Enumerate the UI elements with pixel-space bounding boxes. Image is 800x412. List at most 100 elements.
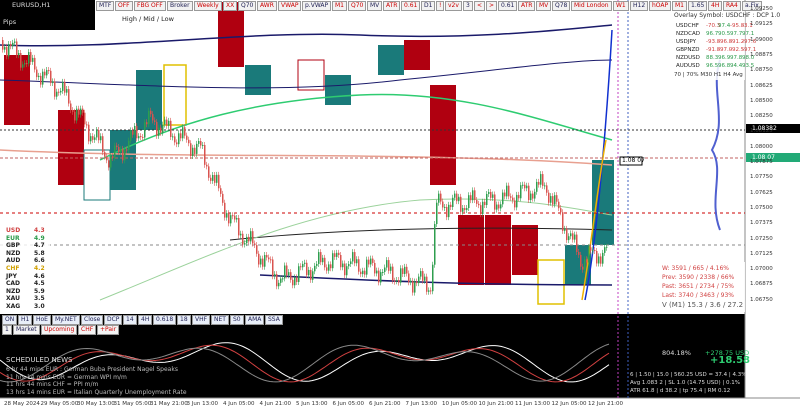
- candle-body: [454, 193, 456, 198]
- candle-body: [52, 81, 54, 84]
- candle-body: [256, 245, 258, 254]
- pane-button[interactable]: AMA: [245, 315, 265, 325]
- strength-value: 6.6: [34, 257, 45, 265]
- candle-body: [8, 43, 10, 57]
- candle-body: [200, 141, 202, 146]
- pane-button[interactable]: ON: [2, 315, 18, 325]
- pane-button[interactable]: H1: [18, 315, 33, 325]
- pane-button[interactable]: My.NET: [52, 315, 80, 325]
- toolbar-button[interactable]: Mid London: [571, 1, 612, 11]
- pane-button[interactable]: CHF: [78, 325, 97, 335]
- toolbar-button[interactable]: MV: [536, 1, 552, 11]
- candle-body: [432, 264, 434, 292]
- candle-body: [74, 111, 76, 121]
- price-label: 1.07000: [750, 266, 773, 273]
- toolbar-button[interactable]: VWAP: [278, 1, 302, 11]
- candle-body: [360, 271, 362, 275]
- toolbar-button[interactable]: Q70: [238, 1, 257, 11]
- pane-button[interactable]: 0.618: [153, 315, 177, 325]
- pane-button[interactable]: 18: [177, 315, 191, 325]
- candle-body: [106, 156, 108, 161]
- candle-body: [36, 69, 38, 78]
- candle-body: [592, 250, 594, 252]
- zone-box: [404, 40, 430, 70]
- pane-button[interactable]: Upcoming: [41, 325, 78, 335]
- toolbar-button[interactable]: Broker: [167, 1, 193, 11]
- strength-value: 5.8: [34, 249, 45, 257]
- ma-line: [0, 149, 613, 166]
- pane-button[interactable]: S0: [230, 315, 244, 325]
- candle-body: [110, 156, 112, 168]
- candle-body: [228, 213, 230, 224]
- candle-body: [326, 267, 328, 271]
- toolbar-button[interactable]: M1: [332, 1, 347, 11]
- ma-line: [0, 24, 613, 47]
- candle-body: [178, 133, 180, 145]
- candle-body: [162, 124, 164, 133]
- oscillator-line: [0, 344, 610, 383]
- overlay-cell: -91.8: [706, 47, 721, 53]
- toolbar-button[interactable]: ATR: [383, 1, 401, 11]
- toolbar-button[interactable]: v2v: [445, 1, 462, 11]
- pane-button[interactable]: SSA: [265, 315, 283, 325]
- toolbar-button[interactable]: D1: [421, 1, 436, 11]
- toolbar-button[interactable]: M1: [672, 1, 687, 11]
- toolbar-button[interactable]: Q78: [552, 1, 571, 11]
- toolbar-button[interactable]: RA4: [723, 1, 741, 11]
- toolbar-button[interactable]: 0.61: [401, 1, 421, 11]
- toolbar-button[interactable]: ATR: [518, 1, 536, 11]
- pane-button[interactable]: +Pair: [97, 325, 120, 335]
- pane-button[interactable]: NET: [211, 315, 229, 325]
- candle-body: [94, 137, 96, 140]
- currency: XAG: [6, 303, 21, 310]
- toolbar-button[interactable]: p.VWAP: [302, 1, 332, 11]
- toolbar-button[interactable]: AWR: [257, 1, 277, 11]
- toolbar-button[interactable]: MTF: [96, 1, 115, 11]
- candle-body: [128, 140, 130, 150]
- toolbar-button[interactable]: XX: [223, 1, 238, 11]
- candle-body: [298, 266, 300, 282]
- pane-button[interactable]: DCP: [104, 315, 123, 325]
- price-tag-bg: [746, 153, 800, 162]
- candle-body: [396, 280, 398, 282]
- toolbar-button[interactable]: >: [486, 1, 498, 11]
- overlay-cell: 94.4: [730, 63, 743, 69]
- toolbar-button[interactable]: <: [474, 1, 486, 11]
- candle-body: [600, 256, 602, 264]
- toolbar-button[interactable]: W1: [613, 1, 629, 11]
- toolbar-button[interactable]: OFF: [115, 1, 133, 11]
- pane-button[interactable]: 14: [123, 315, 137, 325]
- toolbar-button[interactable]: !: [436, 1, 445, 11]
- toolbar-button[interactable]: FBG OFF: [134, 1, 166, 11]
- pane-button[interactable]: 1: [2, 325, 12, 335]
- candle-body: [12, 42, 14, 47]
- candle-body: [576, 234, 578, 252]
- pane-button[interactable]: 4H: [138, 315, 153, 325]
- toolbar-button[interactable]: Weekly: [194, 1, 222, 11]
- toolbar-button[interactable]: a.Fix: [742, 1, 762, 11]
- pane-button[interactable]: Market: [13, 325, 40, 335]
- candle-body: [96, 130, 98, 138]
- projection: [584, 29, 613, 301]
- candle-body: [408, 273, 410, 283]
- toolbar-button[interactable]: 0.61: [498, 1, 518, 11]
- toolbar-button[interactable]: hOAP: [649, 1, 672, 11]
- toolbar-button[interactable]: MV: [367, 1, 383, 11]
- toolbar-button[interactable]: 3: [463, 1, 473, 11]
- toolbar-button[interactable]: 1.65: [688, 1, 708, 11]
- pane-button[interactable]: VHF: [192, 315, 211, 325]
- candle-body: [528, 185, 530, 201]
- currency: EUR: [6, 234, 20, 242]
- toolbar-button[interactable]: Q70: [348, 1, 367, 11]
- candle-body: [72, 110, 74, 112]
- candle-body: [242, 233, 244, 245]
- candle-body: [568, 236, 570, 241]
- oscillator: [0, 342, 610, 383]
- toolbar-button[interactable]: 4H: [708, 1, 723, 11]
- candle-body: [192, 147, 194, 157]
- pane-button[interactable]: HoE: [33, 315, 51, 325]
- time-label: 6 Jun 21:00: [369, 401, 401, 407]
- pane-button[interactable]: Close: [81, 315, 104, 325]
- candle-body: [92, 136, 94, 140]
- toolbar-button[interactable]: H12: [630, 1, 649, 11]
